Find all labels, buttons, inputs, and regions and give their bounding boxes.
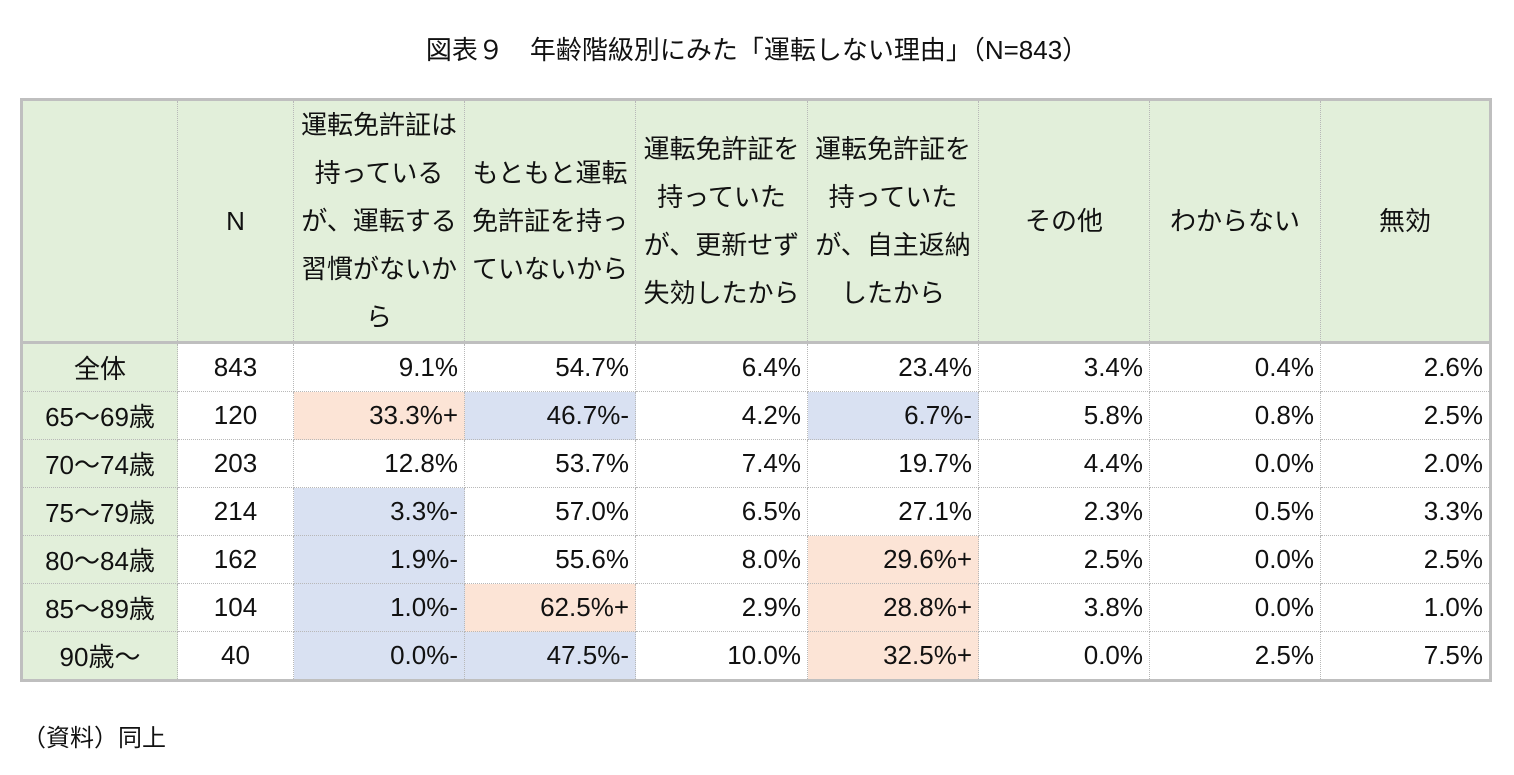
reasons-table: N 運転免許証は持っているが、運転する習慣がないから もともと運転免許証を持っていな…	[20, 98, 1492, 682]
table-title: 図表９ 年齢階級別にみた「運転しない理由」（N=843）	[425, 35, 1089, 65]
value-cell: 6.4%	[635, 342, 808, 392]
value-cell: 3.4%	[978, 342, 1150, 392]
value-cell: 2.0%	[1320, 439, 1491, 488]
value-cell: 6.5%	[635, 487, 808, 536]
value-cell: 5.8%	[978, 391, 1150, 440]
value-cell: 0.0%-	[293, 631, 465, 681]
sample-size-cell: 162	[177, 535, 294, 584]
value-cell: 2.3%	[978, 487, 1150, 536]
value-cell: 0.0%	[1149, 535, 1321, 584]
value-cell: 9.1%	[293, 342, 465, 392]
value-cell: 23.4%	[807, 342, 979, 392]
value-cell: 2.5%	[1320, 391, 1491, 440]
row-label: 90歳～	[21, 631, 178, 681]
column-header: わからない	[1149, 99, 1321, 343]
value-cell: 32.5%+	[807, 631, 979, 681]
sample-size-cell: 214	[177, 487, 294, 536]
value-cell: 28.8%+	[807, 583, 979, 632]
value-cell: 54.7%	[464, 342, 636, 392]
row-label: 70～74歳	[21, 439, 178, 488]
value-cell: 10.0%	[635, 631, 808, 681]
value-cell: 0.4%	[1149, 342, 1321, 392]
header-row: N 運転免許証は持っているが、運転する習慣がないから もともと運転免許証を持っていな…	[21, 99, 1491, 343]
table-row: 全体 843 9.1% 54.7% 6.4% 23.4% 3.4% 0.4% 2.6%	[21, 342, 1491, 392]
column-header: その他	[978, 99, 1150, 343]
value-cell: 1.9%-	[293, 535, 465, 584]
row-label: 全体	[21, 342, 178, 392]
table-row: 80～84歳 162 1.9%- 55.6% 8.0% 29.6%+ 2.5% 0.0% 2.5…	[21, 535, 1491, 584]
value-cell: 0.0%	[978, 631, 1150, 681]
value-cell: 0.0%	[1149, 439, 1321, 488]
value-cell: 27.1%	[807, 487, 979, 536]
value-cell: 53.7%	[464, 439, 636, 488]
table-row: 75～79歳 214 3.3%- 57.0% 6.5% 27.1% 2.3% 0.5% 3.3%	[21, 487, 1491, 536]
row-label: 65～69歳	[21, 391, 178, 440]
value-cell: 1.0%	[1320, 583, 1491, 632]
source-note: （資料）同上	[22, 725, 166, 752]
value-cell: 2.9%	[635, 583, 808, 632]
value-cell: 0.0%	[1149, 583, 1321, 632]
column-header: 運転免許証を持っていたが、自主返納したから	[807, 99, 979, 343]
value-cell: 0.8%	[1149, 391, 1321, 440]
value-cell: 2.5%	[978, 535, 1150, 584]
sample-size-cell: 843	[177, 342, 294, 392]
value-cell: 4.2%	[635, 391, 808, 440]
table-row: 85～89歳 104 1.0%- 62.5%+ 2.9% 28.8%+ 3.8% 0.0% 1.…	[21, 583, 1491, 632]
value-cell: 33.3%+	[293, 391, 465, 440]
column-header: もともと運転免許証を持っていないから	[464, 99, 636, 343]
sample-size-cell: 104	[177, 583, 294, 632]
value-cell: 7.5%	[1320, 631, 1491, 681]
column-header: 運転免許証は持っているが、運転する習慣がないから	[293, 99, 465, 343]
value-cell: 55.6%	[464, 535, 636, 584]
value-cell: 62.5%+	[464, 583, 636, 632]
sample-size-cell: 203	[177, 439, 294, 488]
value-cell: 57.0%	[464, 487, 636, 536]
sample-size-cell: 120	[177, 391, 294, 440]
column-header	[21, 99, 178, 343]
value-cell: 12.8%	[293, 439, 465, 488]
value-cell: 7.4%	[635, 439, 808, 488]
value-cell: 2.5%	[1149, 631, 1321, 681]
value-cell: 2.6%	[1320, 342, 1491, 392]
value-cell: 4.4%	[978, 439, 1150, 488]
value-cell: 3.3%	[1320, 487, 1491, 536]
value-cell: 1.0%-	[293, 583, 465, 632]
table-row: 90歳～ 40 0.0%- 47.5%- 10.0% 32.5%+ 0.0% 2.5% 7.5%	[21, 631, 1491, 681]
column-header: N	[177, 99, 294, 343]
value-cell: 29.6%+	[807, 535, 979, 584]
value-cell: 3.8%	[978, 583, 1150, 632]
value-cell: 46.7%-	[464, 391, 636, 440]
value-cell: 8.0%	[635, 535, 808, 584]
row-label: 80～84歳	[21, 535, 178, 584]
value-cell: 6.7%-	[807, 391, 979, 440]
value-cell: 47.5%-	[464, 631, 636, 681]
table-row: 65～69歳 120 33.3%+ 46.7%- 4.2% 6.7%- 5.8% 0.8% 2.…	[21, 391, 1491, 440]
value-cell: 3.3%-	[293, 487, 465, 536]
sample-size-cell: 40	[177, 631, 294, 681]
row-label: 75～79歳	[21, 487, 178, 536]
value-cell: 19.7%	[807, 439, 979, 488]
column-header: 無効	[1320, 99, 1491, 343]
table-row: 70～74歳 203 12.8% 53.7% 7.4% 19.7% 4.4% 0.0% 2.0%	[21, 439, 1491, 488]
row-label: 85～89歳	[21, 583, 178, 632]
value-cell: 0.5%	[1149, 487, 1321, 536]
value-cell: 2.5%	[1320, 535, 1491, 584]
column-header: 運転免許証を持っていたが、更新せず失効したから	[635, 99, 808, 343]
